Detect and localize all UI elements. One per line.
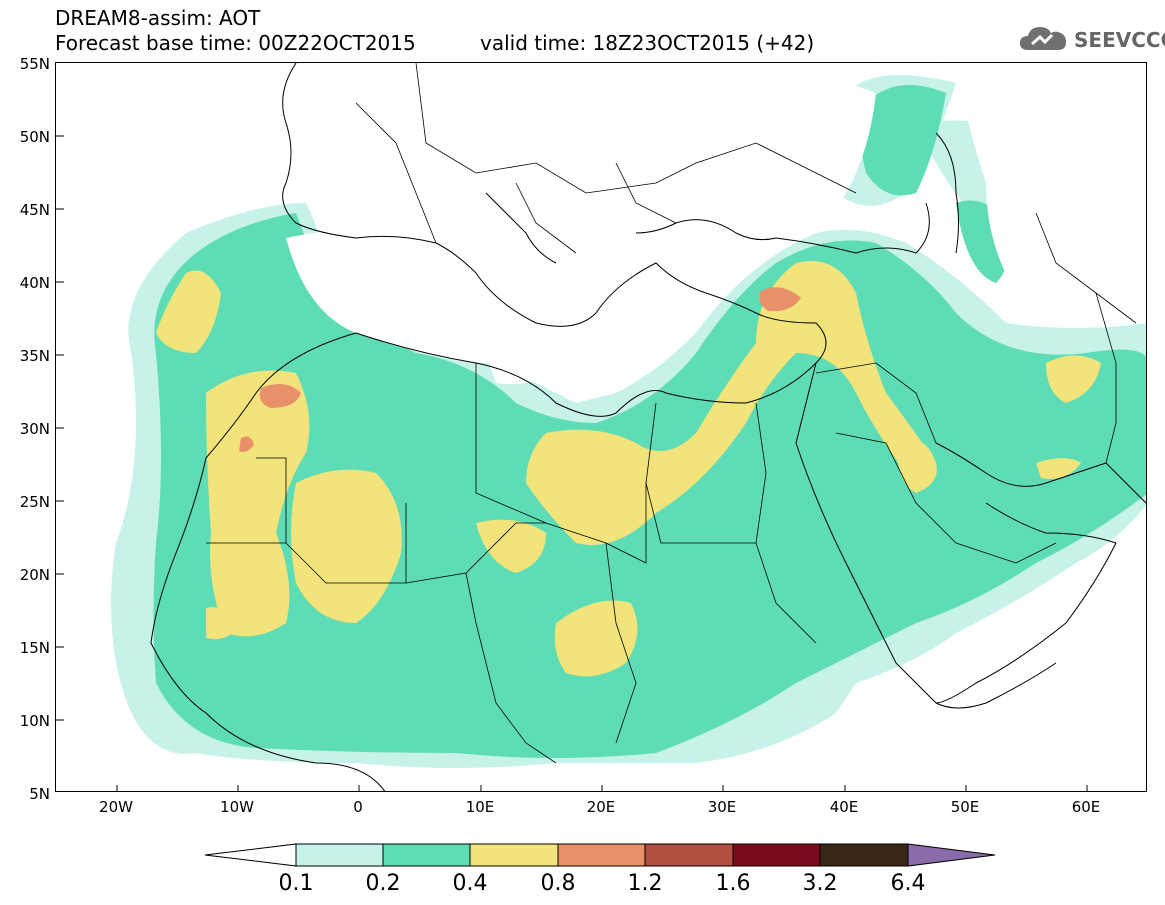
logo-text: SEEVCCC [1074,28,1165,52]
colorbar-label: 3.2 [802,871,838,896]
valid-time: valid time: 18Z23OCT2015 (+42) [480,31,815,55]
tick-marks [56,135,1088,791]
lon-label: 40E [829,798,859,816]
colorbar-upper-arrow [907,843,996,867]
colorbar-label: 0.8 [540,871,576,896]
map-area [55,62,1147,792]
lat-label: 15N [19,639,50,657]
colorbar-label: 6.4 [890,871,926,896]
lat-label: 10N [19,712,50,730]
lon-label: 20E [586,798,616,816]
lat-label: 55N [19,55,50,73]
lat-label: 30N [19,420,50,438]
aot-level-0.8 [239,287,801,453]
lon-label: 10W [220,798,254,816]
lat-label: 20N [19,566,50,584]
colorbar-label: 1.2 [627,871,663,896]
lon-label: 0 [353,798,363,816]
lon-label: 10E [465,798,495,816]
seevccc-logo: SEEVCCC [1018,22,1165,54]
lon-label: 60E [1071,798,1101,816]
colorbar-swatch [732,843,821,867]
colorbar-swatch [819,843,909,867]
colorbar [204,843,996,867]
colorbar-label: 0.2 [365,871,401,896]
colorbar-lower-arrow [204,843,297,867]
map-title: DREAM8-assim: AOT [55,6,261,30]
colorbar-label: 0.1 [278,871,314,896]
colorbar-label: 0.4 [452,871,488,896]
forecast-base-time: Forecast base time: 00Z22OCT2015 [55,31,416,55]
lat-label: 45N [19,201,50,219]
aot-clear-areas [56,63,1146,385]
lon-label: 30E [707,798,737,816]
coastlines [150,63,1146,791]
lat-label: 5N [29,785,50,803]
lat-label: 25N [19,493,50,511]
lon-label: 50E [950,798,980,816]
colorbar-swatch [382,843,471,867]
colorbar-swatch [295,843,384,867]
lon-label: 20W [99,798,133,816]
aot-field [56,63,1146,791]
colorbar-swatch [469,843,559,867]
lat-label: 40N [19,274,50,292]
colorbar-label: 1.6 [715,871,751,896]
colorbar-swatch [644,843,734,867]
cloud-icon [1020,27,1066,50]
borders [206,63,1137,764]
lat-label: 35N [19,347,50,365]
colorbar-swatch [557,843,646,867]
lat-label: 50N [19,128,50,146]
